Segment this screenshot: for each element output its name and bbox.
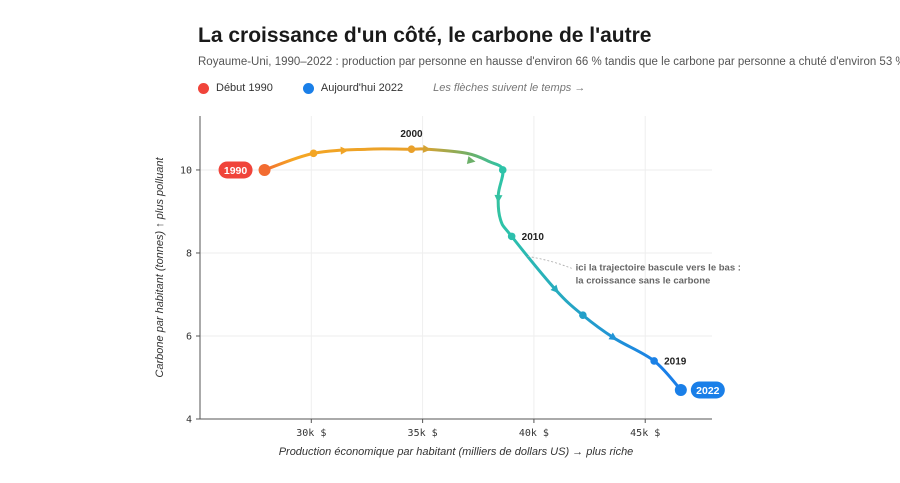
legend-item-end: Aujourd'hui 2022 bbox=[302, 82, 404, 94]
y-axis-title: Carbone par habitant (tonnes) ↑ plus pol… bbox=[154, 156, 166, 377]
direction-arrow bbox=[340, 146, 349, 155]
axes: 30k $ 35k $ 40k $ 45k $ 4 6 8 10 Production écon… bbox=[154, 116, 712, 458]
markers bbox=[258, 145, 687, 396]
year-label: 2019 bbox=[664, 356, 687, 367]
legend-label-start: Début 1990 bbox=[216, 82, 273, 94]
x-tick-label: 45k $ bbox=[630, 428, 660, 439]
annotation-text: la croissance sans le carbone bbox=[576, 275, 711, 286]
chart-subtitle: Royaume-Uni, 1990–2022 : production par … bbox=[198, 56, 900, 68]
data-point bbox=[258, 163, 271, 176]
data-point bbox=[507, 232, 516, 241]
legend-dot-start bbox=[198, 82, 209, 94]
direction-arrows bbox=[340, 144, 618, 341]
annotation-connector bbox=[527, 255, 572, 269]
legend-label-end: Aujourd'hui 2022 bbox=[320, 82, 404, 94]
trajectory bbox=[263, 147, 683, 392]
y-tick-label: 4 bbox=[186, 415, 192, 426]
data-point bbox=[650, 357, 658, 365]
data-point bbox=[309, 149, 318, 158]
direction-arrow bbox=[422, 144, 432, 153]
data-point bbox=[674, 383, 687, 396]
legend: Début 1990 Aujourd'hui 2022 Les flèches … bbox=[198, 80, 585, 96]
data-point bbox=[407, 145, 416, 154]
data-point bbox=[579, 311, 587, 320]
y-tick-label: 6 bbox=[186, 331, 192, 342]
labels: 2000 2010 2019 ici la trajectoire bascule v… bbox=[218, 129, 741, 399]
x-tick-label: 35k $ bbox=[408, 428, 438, 439]
year-badge-label: 2022 bbox=[696, 385, 720, 397]
x-tick-label: 30k $ bbox=[296, 428, 326, 439]
year-label: 2010 bbox=[522, 232, 545, 243]
direction-arrow bbox=[466, 156, 476, 164]
annotation-text: ici la trajectoire bascule vers le bas : bbox=[576, 262, 741, 273]
year-badge-label: 1990 bbox=[224, 165, 248, 177]
direction-arrow bbox=[550, 284, 559, 294]
legend-dot-end bbox=[302, 82, 314, 94]
legend-note: Les flèches suivent le temps → bbox=[433, 82, 586, 94]
year-label: 2000 bbox=[400, 129, 423, 140]
y-tick-label: 10 bbox=[180, 165, 192, 176]
y-tick-label: 8 bbox=[186, 248, 192, 259]
year-badge bbox=[690, 381, 725, 399]
direction-arrow bbox=[608, 332, 618, 341]
x-axis-title: Production économique par habitant (mill… bbox=[279, 446, 634, 458]
trajectory-line bbox=[263, 147, 683, 392]
chart-title: La croissance d'un côté, le carbone de l… bbox=[198, 24, 652, 47]
direction-arrow bbox=[494, 194, 503, 204]
legend-item-start: Début 1990 bbox=[198, 82, 273, 94]
year-badge bbox=[218, 161, 253, 179]
data-point bbox=[498, 166, 507, 174]
x-tick-label: 40k $ bbox=[519, 428, 549, 439]
